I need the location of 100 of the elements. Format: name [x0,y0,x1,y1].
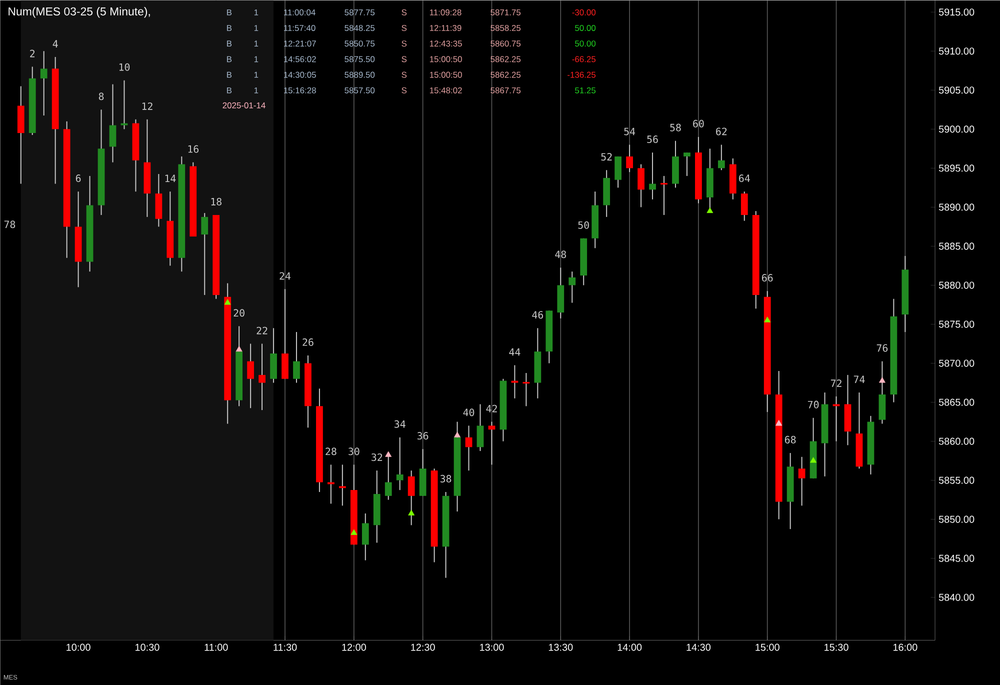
candlestick [476,404,484,452]
annotation: 2025-01-14 [222,102,266,108]
x-tick-label: 13:30 [548,644,573,651]
annotation: 50.00 [575,40,596,46]
x-tick-label: 15:00 [756,644,780,651]
annotation: 5848.25 [344,24,375,31]
annotation: 18 [211,198,222,206]
x-tick-label: 11:00 [204,644,228,651]
annotation: S [402,87,407,94]
annotation: 74 [854,376,865,383]
annotation: 14 [165,174,176,182]
x-tick-label: 12:30 [411,644,435,651]
annotation: 62 [716,128,727,136]
annotation: 1 [254,24,258,31]
y-tick-label: 5885.00 [938,242,974,250]
annotation: B [227,56,232,62]
y-tick-label: 5840.00 [938,594,974,601]
annotation: -136.25 [568,72,596,78]
annotation: 66 [762,274,773,282]
candlestick [568,270,576,304]
annotation: 1 [254,87,258,94]
candlestick [293,331,300,384]
annotation: 5867.75 [490,87,521,94]
annotation: B [227,9,232,16]
annotation: 15:00:50 [430,56,462,62]
annotation: 15:16:28 [284,87,316,94]
annotation: 48 [555,250,566,258]
y-tick-label: 5900.00 [938,126,974,133]
y-tick-label: 5855.00 [938,476,974,484]
annotation: 1 [254,72,258,78]
annotation: 40 [463,408,474,416]
point [350,529,358,535]
annotation: 24 [280,272,291,280]
candlestick [614,156,622,188]
annotation: 22 [256,326,268,334]
annotation: 26 [302,338,314,346]
annotation: 50 [578,221,589,229]
annotation: 5871.75 [490,9,521,16]
annotation: 12:11:39 [430,24,462,31]
annotation: B [227,24,232,31]
x-tick-label: 13:00 [480,644,504,651]
annotation: 38 [440,474,452,482]
annotation: 12:43:35 [430,40,462,46]
text: Num(MES 03-25 (5 Minute), [8,6,150,18]
candlestick [718,144,725,170]
candlestick [638,164,644,208]
annotation: 11:57:40 [284,24,316,31]
y-tick-label: 5880.00 [938,282,974,289]
candlestick [40,50,48,116]
x-tick-label: 14:30 [686,644,711,651]
y-tick-label: 5895.00 [938,164,974,172]
y-tick-label: 5860.00 [938,438,974,445]
annotation: 5862.25 [490,72,521,78]
candlestick [522,372,530,407]
annotation: 46 [532,310,544,318]
y-tick-label: 5845.00 [938,554,974,562]
y-tick-label: 5890.00 [938,204,974,211]
candlestick [660,175,668,216]
annotation: B [227,87,232,94]
annotation: 54 [624,128,636,136]
candlestick [626,144,633,172]
point [454,432,460,438]
candlestick [465,425,472,471]
annotation: 28 [326,447,336,456]
annotation: 70 [808,400,819,408]
annotation: B [227,72,232,78]
annotation: 76 [876,344,888,352]
x-tick-label: 12:00 [342,644,366,651]
annotation: 11:00:04 [284,9,316,16]
annotation: 5889.50 [344,72,375,78]
annotation: 5850.75 [344,40,375,46]
candlestick [328,464,334,504]
candlestick [511,364,518,399]
annotation: 50.00 [575,24,596,31]
annotation: 14:30:05 [284,72,316,78]
annotation: 44 [509,348,520,356]
point [236,346,242,352]
point [878,376,886,383]
y-tick-label: 5865.00 [938,398,974,406]
annotation: 1 [254,40,258,46]
annotation: S [402,24,407,31]
candlestick [201,212,208,296]
annotation: 5858.25 [490,24,521,31]
point [764,316,771,322]
annotation: 6 [76,174,81,182]
candlestick [396,436,404,490]
candlestick [362,512,369,561]
annotation: 5875.50 [344,56,375,62]
point [224,298,231,305]
point [810,456,817,463]
annotation: 30 [348,447,360,456]
x-tick-label: 16:00 [893,644,918,651]
y-tick-label: 5875.00 [938,320,974,328]
annotation: -30.00 [572,9,596,16]
annotation: 12 [142,102,152,110]
annotation: 51.25 [575,87,596,94]
point [408,510,415,516]
annotation: 1 [254,56,258,62]
annotation: 8 [98,92,104,100]
y-tick-label: 5910.00 [938,47,974,55]
